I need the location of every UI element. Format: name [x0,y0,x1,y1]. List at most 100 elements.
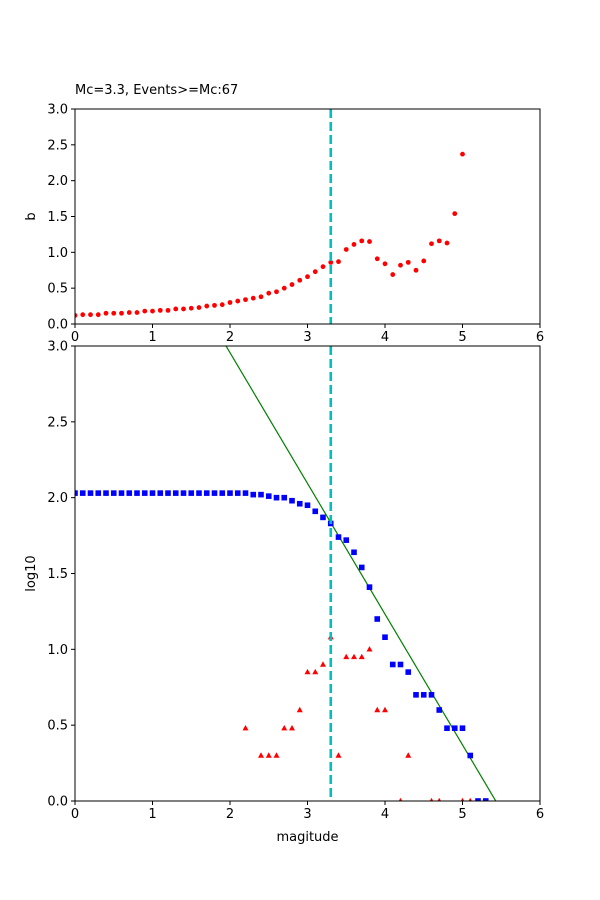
cumulative-count-point [196,490,202,496]
noncumulative-count-point [405,752,412,758]
cumulative-count-point [95,490,102,496]
noncumulative-count-point [289,725,295,731]
b-value-point [243,297,248,303]
b-value-point [421,258,427,264]
noncumulative-count-point [296,706,303,713]
y-tick-label: 2.5 [47,415,68,430]
b-value-point [398,262,403,268]
noncumulative-count-point [437,797,442,801]
x-tick-label: 6 [536,807,544,822]
chart-title: Mc=3.3, Events>=Mc:67 [75,83,238,98]
cumulative-count-point [75,490,78,496]
cumulative-count-point [126,490,133,496]
b-value-point [367,239,372,244]
noncumulative-count-point [335,752,342,758]
b-value-point [219,302,225,308]
b-value-point [204,303,210,309]
noncumulative-count-point [358,653,365,660]
noncumulative-count-point [429,797,434,801]
b-value-point [196,305,202,310]
cumulative-count-point [382,634,388,640]
noncumulative-count-point [320,661,326,667]
cumulative-count-point [234,490,241,496]
noncumulative-count-point [343,653,350,660]
b-value-point [336,259,341,265]
cumulative-count-point [172,490,179,496]
x-tick-label: 4 [381,807,389,822]
b-value-point [157,307,163,313]
b-value-point [103,310,109,316]
cumulative-count-point [335,534,342,540]
b-value-point [460,151,465,157]
cumulative-count-point [141,490,148,496]
y-tick-label: 0.5 [47,282,68,297]
cumulative-count-point [420,692,427,698]
noncumulative-count-point [258,752,264,758]
cumulative-count-point [428,692,435,698]
b-value-point [281,285,287,291]
x-tick-label: 2 [226,807,234,822]
b-value-point [235,298,241,304]
noncumulative-count-point [468,797,473,801]
cumulative-count-point [358,564,365,571]
cumulative-count-point [250,491,257,498]
noncumulative-count-point [460,797,465,801]
b-value-point [359,238,365,244]
x-tick-label: 5 [458,330,466,345]
b-value-point [126,310,132,315]
b-value-point [142,308,148,314]
b-value-point [429,241,434,247]
x-tick-label: 4 [381,330,389,345]
frequency-magnitude-axes: 0 1 2 3 4 5 6 0.0 0.5 1.0 1.5 2.0 2.5 3.0 magitude log1… [24,340,544,846]
cumulative-count-point [110,490,117,496]
cumulative-count-point [79,490,86,496]
x-tick-label: 2 [226,330,234,345]
b-value-point [165,307,171,313]
noncumulative-count-point [273,752,280,758]
cumulative-count-point [436,707,443,713]
y-tick-label: 1.0 [47,643,68,658]
b-value-point [405,259,411,265]
b-value-point [452,211,458,217]
b-value-point [444,240,450,246]
cumulative-count-point [203,490,210,496]
b-value-point [88,312,93,318]
b-value-point [80,312,86,318]
y-tick-label: 3.0 [47,103,68,118]
b-value-point [75,313,78,318]
b-value-point [173,306,179,312]
x-tick-label: 5 [458,807,466,822]
b-value-point [305,274,310,280]
y-tick-label: 1.5 [47,567,68,582]
cumulative-count-point [188,490,195,496]
b-value-point [111,310,117,316]
cumulative-count-point [296,500,303,507]
cumulative-count-point [165,490,171,496]
b-value-point [274,289,279,295]
x-tick-label: 6 [536,330,544,345]
y-tick-label: 2.0 [47,174,68,189]
cumulative-count-point [242,490,249,496]
y-tick-label: 2.0 [47,491,68,506]
cumulative-count-point [87,490,94,496]
cumulative-count-point [444,725,450,731]
y-tick-label: 0.0 [47,795,68,810]
cumulative-count-point [211,490,218,496]
cumulative-count-point [304,502,311,509]
cumulative-count-point [389,661,396,668]
b-value-point [320,264,326,270]
noncumulative-count-point [398,797,403,801]
noncumulative-count-point [281,725,288,731]
cumulative-count-point [258,491,264,498]
b-value-point [266,290,272,296]
cumulative-count-point [103,490,109,496]
y-axis-label: log10 [24,555,39,591]
cumulative-count-point [475,798,481,801]
b-value-point [382,261,388,267]
cumulative-count-point [265,493,272,499]
b-value-point [212,302,217,308]
cumulative-count-point [397,661,404,668]
cumulative-count-point [413,692,419,698]
cumulative-count-point [366,584,373,590]
